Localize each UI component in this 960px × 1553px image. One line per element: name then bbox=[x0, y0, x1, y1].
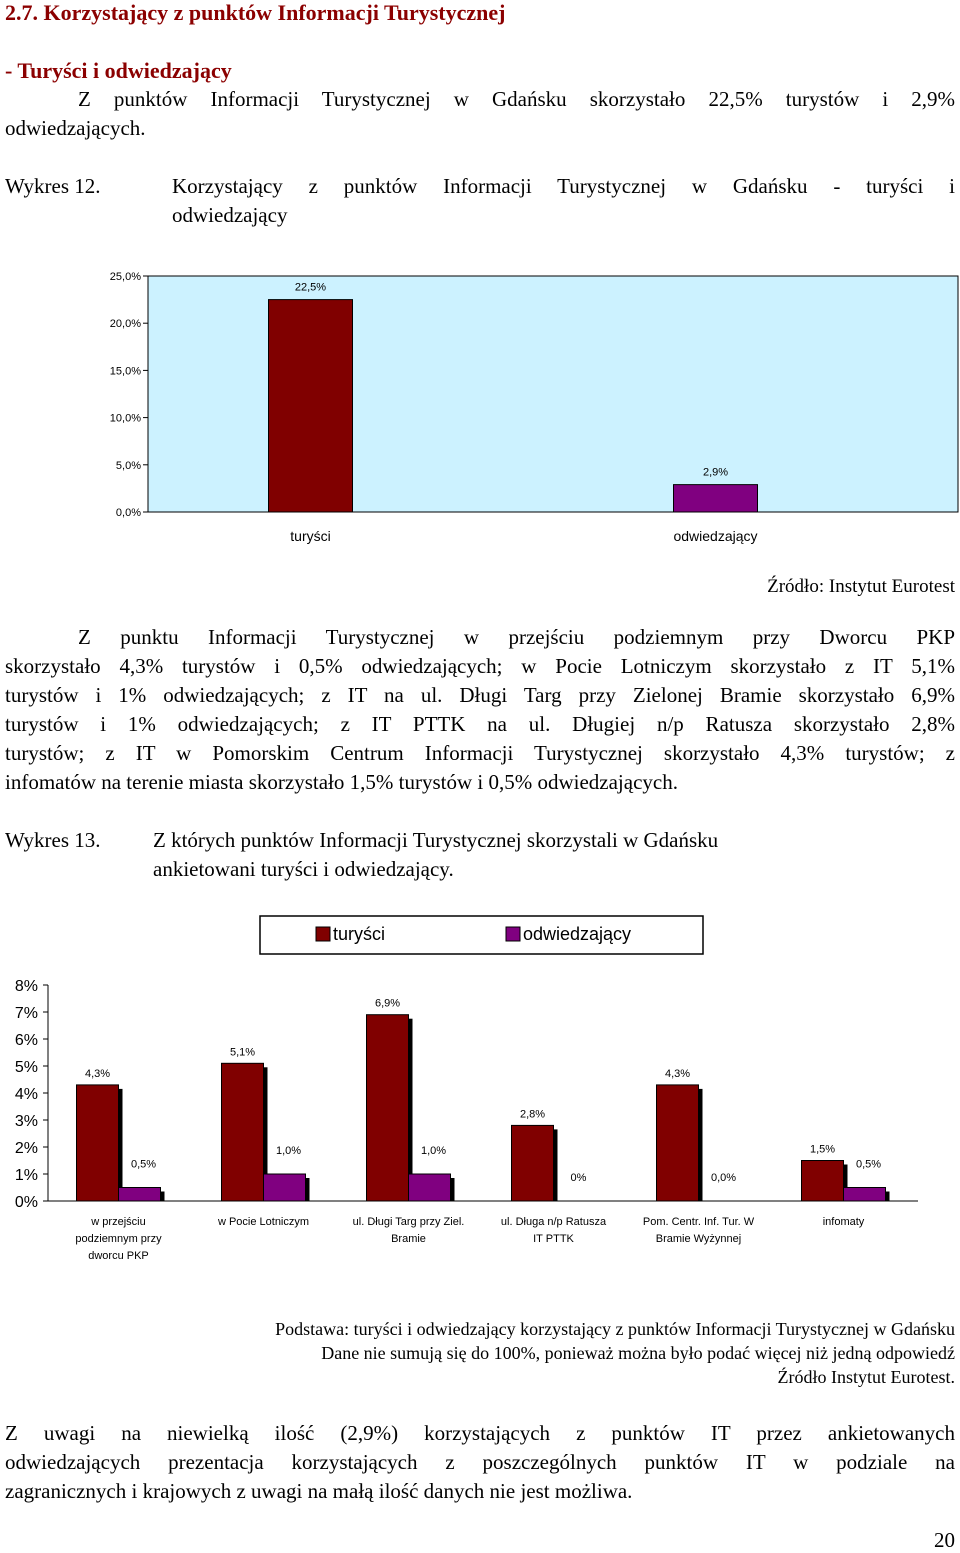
chart13-x-tick-label: IT PTTK bbox=[533, 1233, 574, 1245]
chart12-source: Źródło: Instytut Eurotest bbox=[767, 576, 955, 597]
chart13-data-label: 5,1% bbox=[230, 1046, 255, 1058]
chart13-note-source: Źródło Instytut Eurotest. bbox=[777, 1367, 955, 1387]
chart12-title-line-1: Korzystający z punktów Informacji Turyst… bbox=[172, 174, 955, 198]
chart13-x-tick-label: ul. Długa n/p Ratusza bbox=[501, 1216, 607, 1228]
chart13-x-tick-label: Bramie Wyżynnej bbox=[656, 1233, 741, 1245]
paragraph2-line-5: turystów; z IT w Pomorskim Centrum Infor… bbox=[5, 741, 955, 765]
intro-line-2: odwiedzających. bbox=[5, 116, 146, 140]
paragraph2-line-2: skorzystało 4,3% turystów i 0,5% odwiedz… bbox=[5, 654, 955, 678]
chart13-bar bbox=[843, 1187, 886, 1202]
chart13-label: Wykres 13. bbox=[5, 828, 101, 852]
closing-line-2: odwiedzających prezentacja korzystającyc… bbox=[5, 1450, 955, 1474]
chart13-bar bbox=[221, 1062, 264, 1202]
chart13-data-label: 2,8% bbox=[520, 1108, 545, 1120]
chart12-data-label: 22,5% bbox=[295, 282, 326, 294]
section-subheading: - Turyści i odwiedzający bbox=[5, 58, 232, 83]
chart13-x-tick-label: w Pocie Lotniczym bbox=[217, 1216, 309, 1228]
chart13-bar bbox=[76, 1084, 119, 1202]
chart12-bar bbox=[673, 484, 758, 513]
chart13-y-tick-label: 7% bbox=[15, 1005, 38, 1022]
chart13-y-tick-label: 6% bbox=[15, 1032, 38, 1049]
chart13-bar bbox=[656, 1084, 699, 1202]
chart13-data-label: 4,3% bbox=[665, 1068, 690, 1080]
paragraph2-line-4: turystów i 1% odwiedzających; z IT PTTK … bbox=[5, 712, 955, 736]
chart12-bar bbox=[268, 299, 353, 513]
chart13-bar bbox=[263, 1173, 306, 1202]
chart13-legend-label: turyści bbox=[333, 924, 385, 944]
chart13-x-tick-label: Pom. Centr. Inf. Tur. W bbox=[643, 1216, 755, 1228]
chart13-y-tick-label: 5% bbox=[15, 1059, 38, 1076]
paragraph2-line-1: Z punktu Informacji Turystycznej w przej… bbox=[78, 625, 955, 649]
chart13-data-label: 1,0% bbox=[276, 1145, 301, 1157]
chart13-legend: turyści odwiedzający bbox=[259, 915, 704, 955]
chart13-bar bbox=[118, 1187, 161, 1202]
page-number: 20 bbox=[934, 1528, 955, 1552]
chart13-y-tick-label: 1% bbox=[15, 1167, 38, 1184]
chart13-y-tick-label: 4% bbox=[15, 1086, 38, 1103]
chart13-x-tick-label: ul. Długi Targ przy Ziel. bbox=[353, 1216, 465, 1228]
chart12-label: Wykres 12. bbox=[5, 174, 101, 198]
chart12-y-tick-label: 5,0% bbox=[116, 460, 141, 472]
chart12-y-tick-label: 25,0% bbox=[110, 271, 141, 283]
chart12-y-tick-label: 20,0% bbox=[110, 318, 141, 330]
chart13-bar bbox=[511, 1124, 554, 1202]
chart13-y-tick-label: 2% bbox=[15, 1140, 38, 1157]
chart13-title-line-1: Z których punktów Informacji Turystyczne… bbox=[153, 828, 719, 852]
chart13-legend-box bbox=[259, 915, 704, 955]
chart13-bars: 4,3% 0,5% 5,1% 1,0% 6,9% 1,0% 2,8% 0% 4,3% 0,0% 1,… bbox=[76, 998, 890, 1202]
chart13-x-tick-label: infomaty bbox=[823, 1216, 865, 1228]
chart13-data-label: 6,9% bbox=[375, 998, 400, 1010]
chart13-data-label: 0,0% bbox=[711, 1172, 736, 1184]
chart13-y-axis: 0% 1% 2% 3% 4% 5% 6% 7% 8% bbox=[15, 978, 918, 1211]
chart12-y-tick-label: 10,0% bbox=[110, 413, 141, 425]
chart12-bars: 22,5% 2,9% bbox=[268, 282, 758, 513]
chart12-y-axis: 0,0% 5,0% 10,0% 15,0% 20,0% 25,0% bbox=[110, 271, 148, 519]
chart12-y-tick-label: 0,0% bbox=[116, 507, 141, 519]
chart13-y-tick-label: 8% bbox=[15, 978, 38, 995]
chart13-x-tick-label: Bramie bbox=[391, 1233, 426, 1245]
chart13-data-label: 0,5% bbox=[856, 1159, 881, 1171]
chart13-bar bbox=[801, 1160, 844, 1202]
paragraph2-line-3: turystów i 1% odwiedzających; z IT na ul… bbox=[5, 683, 955, 707]
chart12-x-labels: turyści odwiedzający bbox=[290, 528, 757, 544]
chart13-note-base: Podstawa: turyści i odwiedzający korzyst… bbox=[275, 1319, 955, 1339]
closing-line-1: Z uwagi na niewielką ilość (2,9%) korzys… bbox=[5, 1421, 955, 1445]
chart13-bar bbox=[408, 1173, 451, 1202]
chart13-data-label: 0,5% bbox=[131, 1159, 156, 1171]
chart12: 0,0% 5,0% 10,0% 15,0% 20,0% 25,0% 22,5% 2,9% t… bbox=[110, 271, 959, 544]
intro-line-1: Z punktów Informacji Turystycznej w Gdań… bbox=[78, 87, 955, 111]
section-heading: 2.7. Korzystający z punktów Informacji T… bbox=[5, 0, 506, 25]
chart13-y-tick-label: 0% bbox=[15, 1194, 38, 1211]
chart12-x-tick-label: turyści bbox=[290, 528, 330, 544]
chart13-x-tick-label: w przejściu bbox=[90, 1216, 145, 1228]
chart13-note-sum: Dane nie sumują się do 100%, ponieważ mo… bbox=[321, 1343, 955, 1363]
chart13-data-label: 1,5% bbox=[810, 1144, 835, 1156]
chart13-legend-label: odwiedzający bbox=[523, 924, 631, 944]
chart12-y-tick-label: 15,0% bbox=[110, 365, 141, 377]
chart12-data-label: 2,9% bbox=[703, 467, 728, 479]
chart13-x-tick-label: podziemnym przy bbox=[75, 1233, 162, 1245]
chart13: turyści odwiedzający 0% 1% 2% 3% 4% 5% 6% 7% 8% 4… bbox=[15, 915, 918, 1262]
chart13-x-labels: w przejściu podziemnym przy dworcu PKP w Po… bbox=[75, 1216, 864, 1262]
chart13-bar bbox=[366, 1014, 409, 1202]
chart13-data-label: 0% bbox=[571, 1172, 587, 1184]
chart13-y-tick-label: 3% bbox=[15, 1113, 38, 1130]
paragraph2-line-6: infomatów na terenie miasta skorzystało … bbox=[5, 770, 678, 794]
chart13-legend-swatch bbox=[505, 926, 521, 942]
closing-line-3: zagranicznych i krajowych z uwagi na mał… bbox=[5, 1479, 633, 1503]
chart12-x-tick-label: odwiedzający bbox=[673, 528, 757, 544]
chart13-title-line-2: ankietowani turyści i odwiedzający. bbox=[153, 857, 454, 881]
chart13-x-tick-label: dworcu PKP bbox=[88, 1250, 149, 1262]
chart13-legend-swatch bbox=[315, 926, 331, 942]
chart12-title-line-2: odwiedzający bbox=[172, 203, 288, 227]
chart13-data-label: 4,3% bbox=[85, 1068, 110, 1080]
chart13-data-label: 1,0% bbox=[421, 1145, 446, 1157]
